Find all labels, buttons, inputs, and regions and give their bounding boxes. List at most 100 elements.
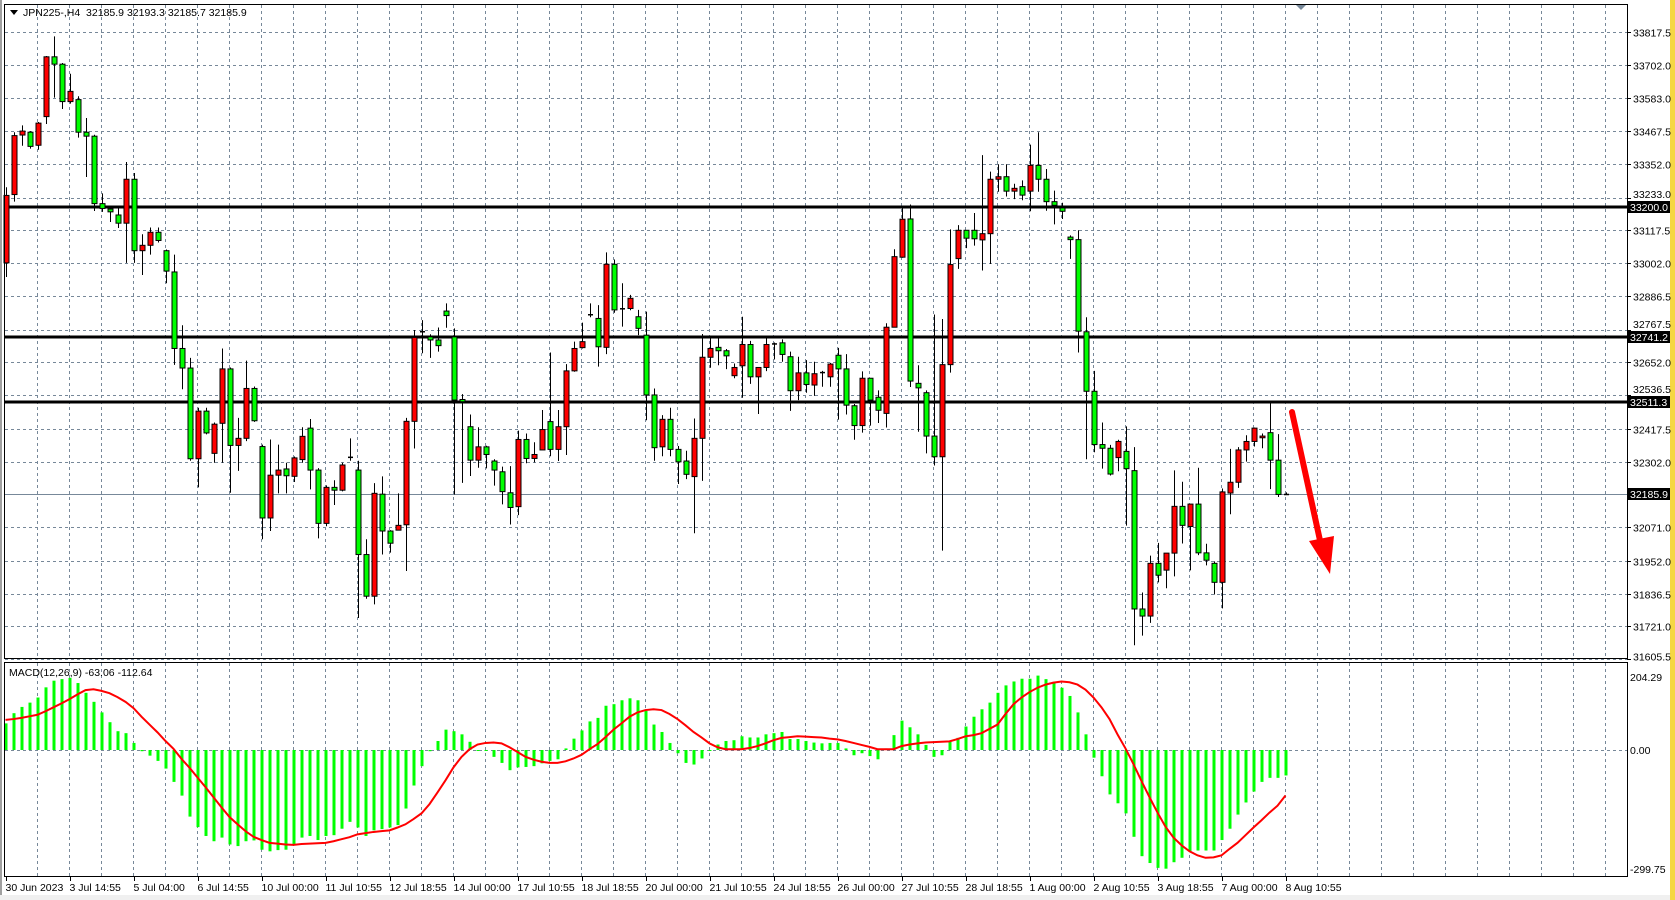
macd-header: MACD(12,26,9) -63.06 -112.64 [9,667,152,679]
bar-open: 32185.9 [86,7,125,19]
chart-shift-marker-icon[interactable] [1296,5,1306,10]
candle-body [1083,331,1090,392]
candle [971,212,978,246]
candle-body [947,264,954,366]
macd-histogram-bar [1012,681,1016,750]
macd-histogram-bar [524,750,528,767]
candle-body [1251,427,1258,442]
candle-body [459,398,466,403]
candle [939,318,946,551]
candle-body [723,350,730,357]
candle [323,485,330,527]
time-axis-label: 21 Jul 10:55 [710,882,767,894]
candle-body [1163,552,1170,571]
time-axis-label: 6 Jul 14:55 [198,882,250,894]
macd-histogram-bar [676,750,680,754]
macd-histogram-bar [492,750,496,757]
window-bottom-strip [0,895,1670,900]
macd-histogram-bar [892,735,896,750]
macd-histogram-bar [500,750,504,763]
level-price-label: 32511.3 [1630,397,1667,409]
price-axis-label: 33233.0 [1633,189,1671,201]
macd-histogram-bar [140,750,144,752]
macd-histogram-bar [252,750,256,841]
candle-body [715,346,722,352]
candle-body [147,231,154,246]
candle-body [1243,440,1250,451]
time-axis-label: 11 Jul 10:55 [326,882,383,894]
time-axis-label: 14 Jul 00:00 [454,882,511,894]
candle [227,367,234,493]
price-axis-label: 31952.0 [1633,557,1671,569]
macd-histogram-bar [876,750,880,760]
candle-body [1211,562,1218,583]
candle-body [963,229,970,239]
candle-body [387,530,394,544]
candle [75,96,82,138]
macd-axis-label: -299.75 [1630,864,1666,876]
candle-body [507,492,514,508]
candle-body [19,130,26,136]
candle-body [1179,505,1186,526]
candle [307,419,314,490]
candle [115,207,122,229]
macd-histogram-bar [1164,750,1168,869]
macd-histogram-bar [932,750,936,757]
candle-body [595,317,602,348]
dropdown-triangle-icon[interactable] [10,10,18,15]
candle [1147,555,1154,623]
candle-body [323,486,330,524]
candle-body [1075,239,1082,332]
macd-indicator [4,675,1288,869]
candle [123,161,130,263]
current-price-label: 32185.9 [1630,489,1668,501]
price-pane-frame [4,4,1628,659]
candle-body [355,469,362,556]
macd-histogram-bar [84,692,88,750]
candle [1259,433,1266,449]
candle [1227,448,1234,515]
candle [235,417,242,471]
candle [195,407,202,488]
candle [1195,467,1202,556]
horizontal-levels[interactable] [5,205,1627,404]
candle-body [491,460,498,471]
candle [283,462,290,494]
candle [651,388,658,461]
macd-histogram-bar [1068,695,1072,750]
macd-histogram-bar [572,738,576,750]
candle-body [731,366,738,377]
macd-histogram-bar [796,739,800,750]
macd-histogram-bar [1044,679,1048,750]
candle [851,404,858,440]
candle-body [235,437,242,446]
macd-histogram-bar [940,750,944,756]
macd-histogram-bar [860,750,864,754]
candle [915,365,922,432]
macd-histogram-bar [428,750,432,752]
macd-histogram-bar [372,750,376,831]
macd-histogram-bar [20,706,24,750]
level-price-label-box [1628,201,1670,213]
candle [99,193,106,212]
candle [43,55,50,124]
macd-histogram-bar [132,742,136,750]
down-arrow-annotation[interactable] [1289,409,1334,574]
macd-axis-label: 0.00 [1630,745,1651,757]
candle [83,118,90,177]
macd-histogram-bar [1052,681,1056,750]
bar-close: 32185.9 [208,7,247,19]
macd-histogram-bar [1284,750,1288,776]
macd-signal-line [5,680,1287,859]
macd-histogram-bar [340,750,344,829]
candle-body [131,178,138,252]
candle [467,414,474,477]
candle-body [403,420,410,526]
level-price-label-box [1628,396,1670,408]
candle-body [203,410,210,434]
macd-histogram-bar [1116,750,1120,804]
candle-body [739,344,746,367]
candle [1011,183,1018,200]
macd-histogram-bar [732,740,736,750]
